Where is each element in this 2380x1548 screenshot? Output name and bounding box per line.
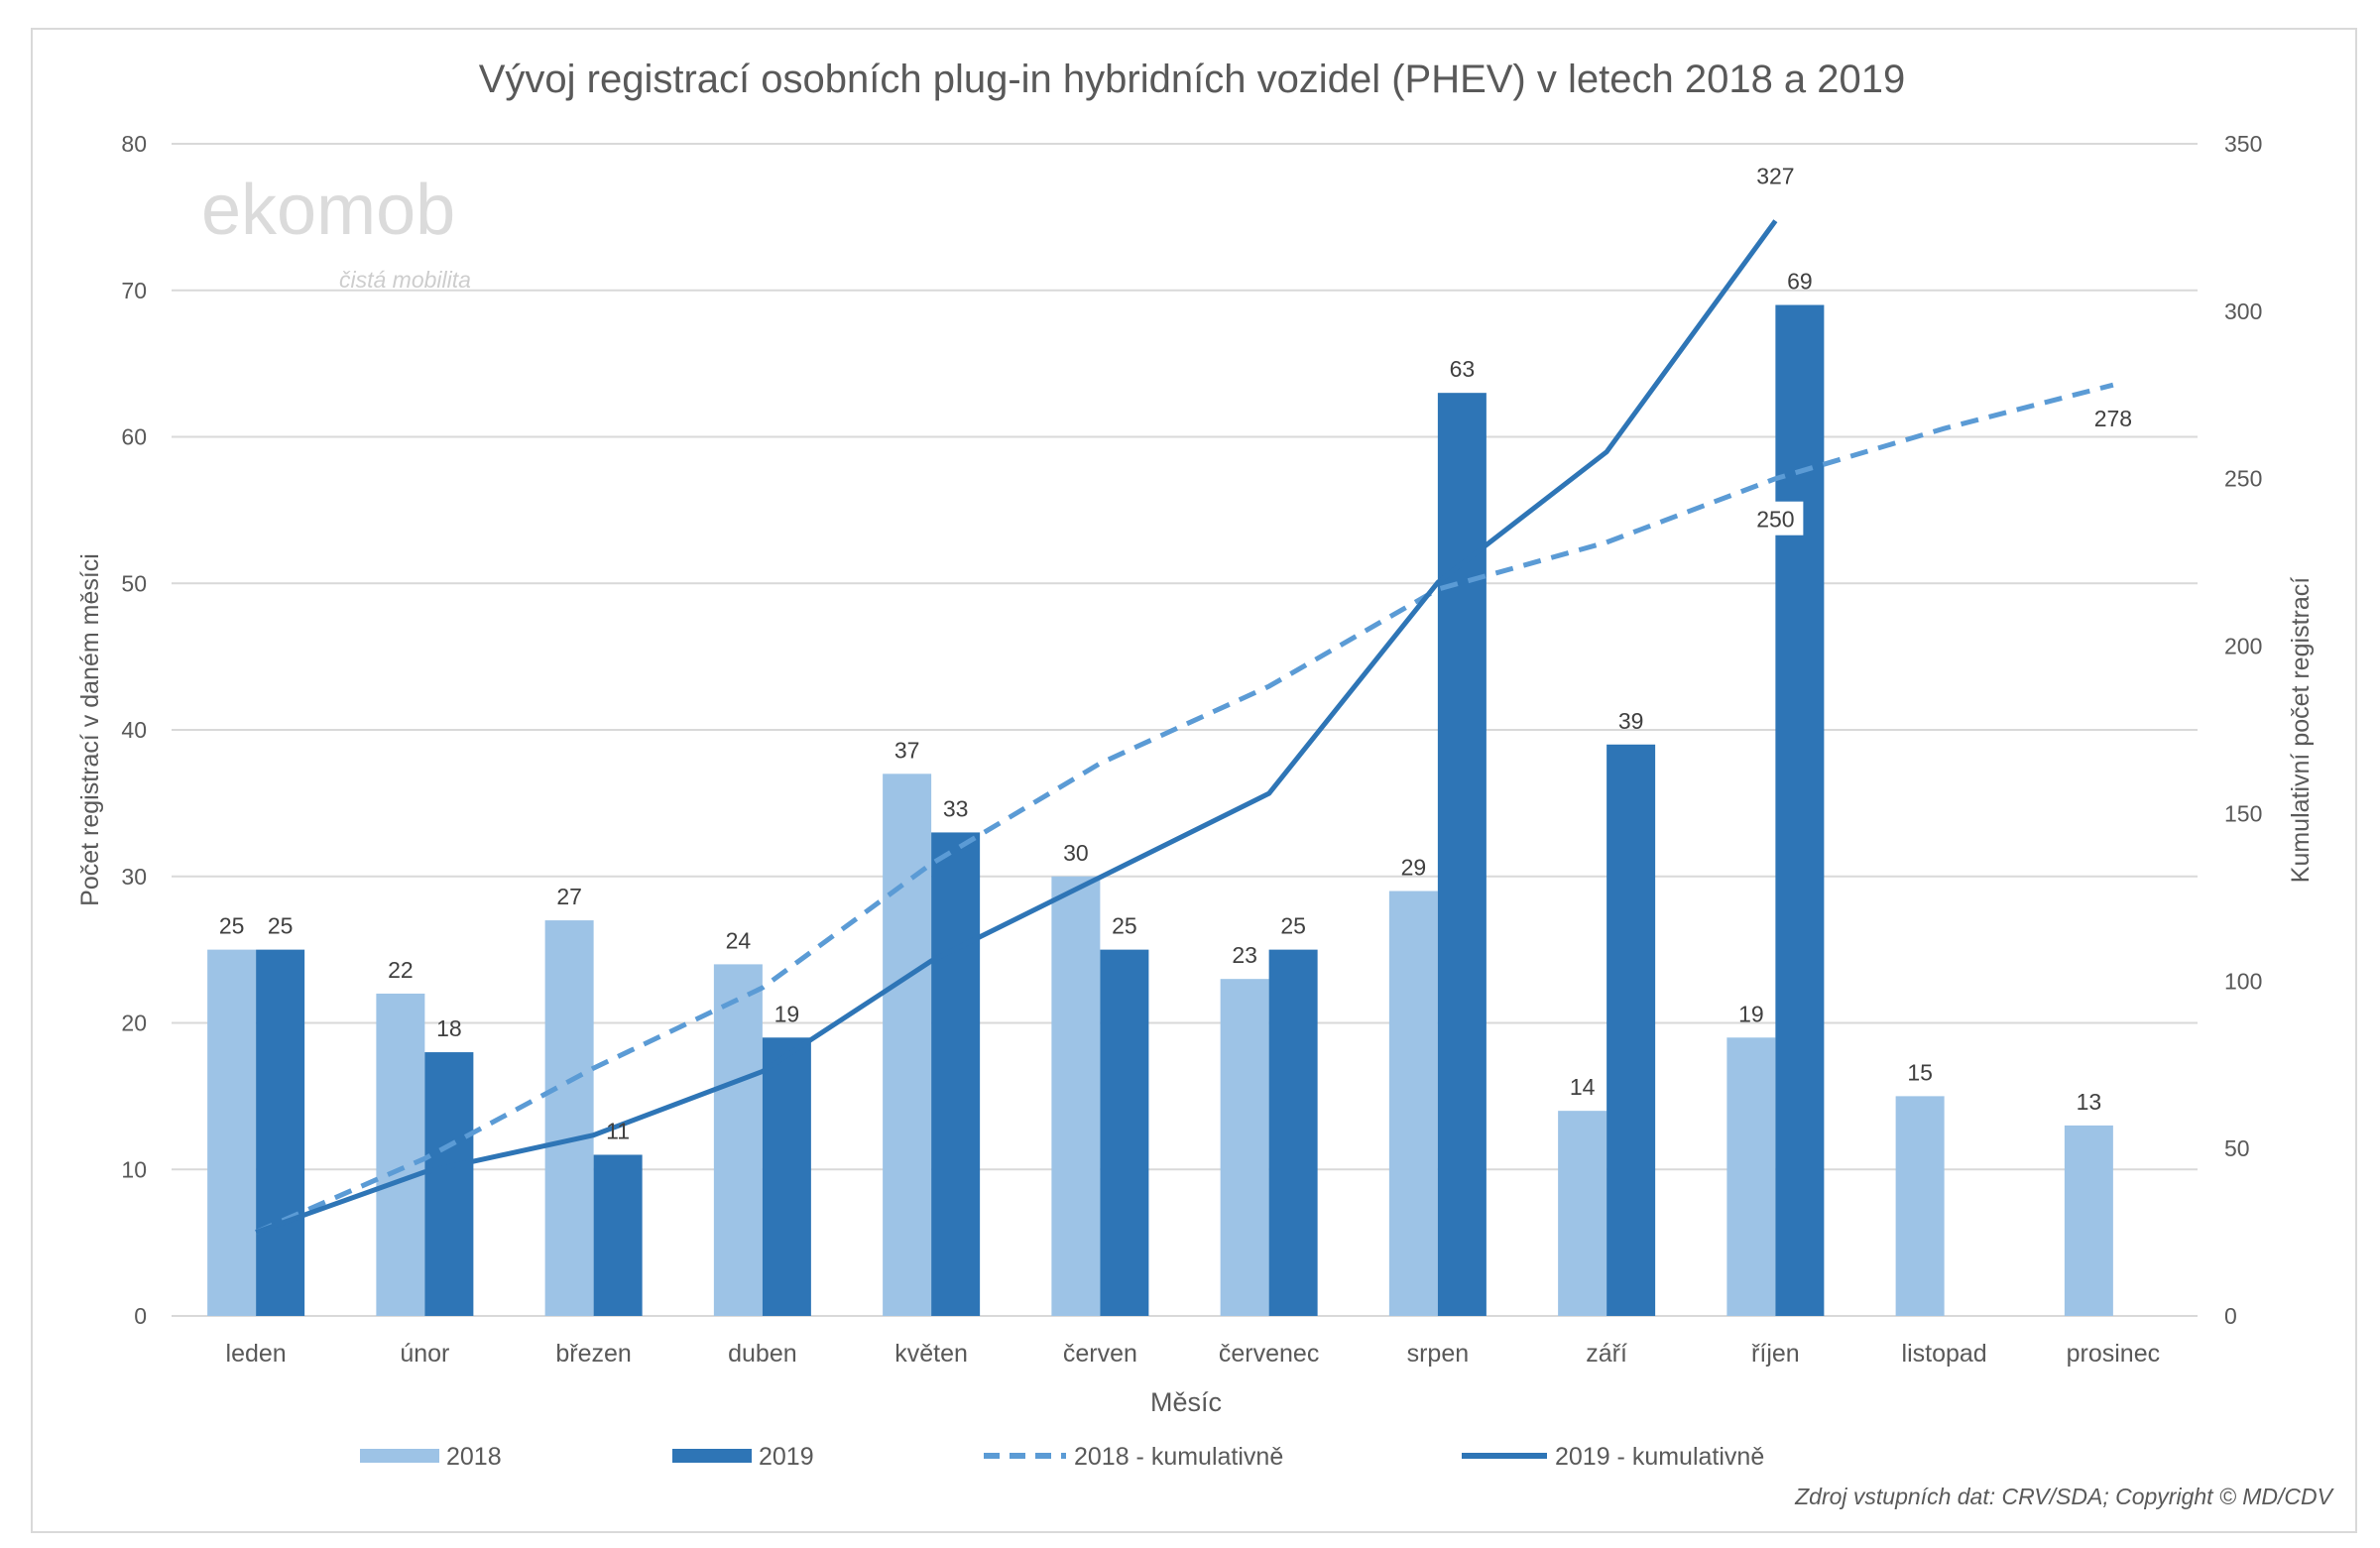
bar-2018 — [1051, 876, 1101, 1316]
y2-tick-label: 50 — [2224, 1135, 2250, 1161]
legend-label-2018-cum: 2018 - kumulativně — [1074, 1443, 1283, 1471]
bar-2019 — [593, 1154, 643, 1316]
bar-data-label: 69 — [1787, 269, 1813, 295]
bar-data-label: 63 — [1450, 356, 1476, 382]
x-tick-label: březen — [555, 1340, 631, 1368]
bar-2018 — [544, 920, 594, 1316]
logo-text: ekomob — [201, 171, 455, 250]
x-tick-label: únor — [400, 1340, 449, 1368]
x-tick-label: květen — [894, 1340, 968, 1368]
y-tick-label: 50 — [121, 570, 147, 596]
legend-label-2019: 2019 — [759, 1443, 814, 1471]
bar-2019 — [1268, 949, 1318, 1316]
x-tick-label: leden — [226, 1340, 287, 1368]
line-2019 - kumulativně — [255, 219, 1778, 1235]
bar-data-label: 11 — [606, 1118, 630, 1143]
x-tick-label: říjen — [1751, 1340, 1800, 1368]
y-tick-label: 40 — [121, 717, 147, 743]
x-tick-label: prosinec — [2067, 1340, 2161, 1368]
bar-2018 — [1895, 1096, 1945, 1316]
bar-data-label: 33 — [943, 795, 969, 821]
legend-label-2019-cum: 2019 - kumulativně — [1555, 1443, 1764, 1471]
y2-axis-title: Kumulativní počet registrací — [2287, 577, 2315, 884]
line-2018 - kumulativně — [255, 382, 2114, 1235]
bar-2018 — [713, 964, 763, 1316]
y-tick-label: 0 — [134, 1303, 147, 1329]
bar-data-label: 18 — [436, 1015, 462, 1041]
bar-data-label: 25 — [1112, 913, 1137, 939]
y-tick-label: 70 — [121, 278, 147, 303]
bar-data-label: 24 — [726, 927, 752, 953]
bar-2019 — [762, 1037, 811, 1316]
bar-2019 — [1437, 393, 1487, 1316]
y-tick-label: 30 — [121, 864, 147, 890]
legend-swatch-2019 — [672, 1449, 752, 1463]
y-tick-label: 20 — [121, 1011, 147, 1036]
bar-data-label: 19 — [774, 1001, 800, 1026]
logo-tagline: čistá mobilita — [339, 267, 471, 293]
x-tick-label: červen — [1063, 1340, 1137, 1368]
bar-2018 — [1558, 1111, 1607, 1316]
data-label-box — [1747, 501, 1804, 536]
bar-data-label: 14 — [1570, 1074, 1596, 1100]
x-tick-label: listopad — [1902, 1340, 1987, 1368]
bar-data-label: 25 — [1280, 913, 1306, 939]
bar-data-label: 23 — [1232, 942, 1257, 968]
x-axis-title: Měsíc — [1150, 1387, 1222, 1417]
y-tick-label: 80 — [121, 131, 147, 157]
bar-data-label: 37 — [894, 737, 920, 763]
bar-2018 — [2064, 1125, 2113, 1316]
y2-tick-label: 200 — [2224, 634, 2262, 659]
logo-watermark: ekomob čistá mobilita — [201, 171, 471, 293]
legend: 2018 2019 2018 - kumulativně 2019 - kumu… — [360, 1443, 1764, 1471]
line-data-label: 327 — [1756, 164, 1794, 189]
bar-2018 — [883, 774, 932, 1316]
y2-tick-label: 300 — [2224, 298, 2262, 324]
y2-tick-label: 150 — [2224, 800, 2262, 826]
chart-frame — [31, 28, 2357, 1533]
bar-2018 — [376, 993, 425, 1316]
bar-2019 — [931, 832, 981, 1316]
bar-2018 — [1388, 891, 1438, 1316]
source-note: Zdroj vstupních dat: CRV/SDA; Copyright … — [1794, 1484, 2335, 1509]
x-tick-label: duben — [728, 1340, 797, 1368]
legend-swatch-2018 — [360, 1449, 439, 1463]
line-data-label: 278 — [2094, 406, 2132, 431]
chart-title: Vývoj registrací osobních plug-in hybrid… — [479, 58, 1906, 101]
bar-data-label: 25 — [268, 913, 294, 939]
y-tick-label: 10 — [121, 1156, 147, 1182]
bar-2018 — [1220, 979, 1269, 1316]
y2-tick-label: 100 — [2224, 968, 2262, 994]
y2-tick-label: 350 — [2224, 131, 2262, 157]
y2-tick-label: 0 — [2224, 1303, 2237, 1329]
bar-data-label: 25 — [219, 913, 245, 939]
bar-2018 — [207, 949, 257, 1316]
bar-2019 — [1606, 744, 1656, 1316]
bar-2019 — [424, 1052, 474, 1316]
bar-data-label: 13 — [2077, 1089, 2102, 1115]
y-tick-label: 60 — [121, 424, 147, 450]
y2-tick-label: 250 — [2224, 466, 2262, 492]
line-data-label: 250 — [1756, 507, 1794, 533]
bar-data-label: 29 — [1401, 855, 1427, 881]
bar-data-label: 30 — [1063, 840, 1089, 866]
bar-2019 — [1100, 949, 1149, 1316]
bar-data-label: 39 — [1618, 708, 1644, 734]
bar-2019 — [1775, 304, 1825, 1316]
bar-data-label: 15 — [1907, 1059, 1933, 1085]
bar-2019 — [256, 949, 305, 1316]
x-tick-label: srpen — [1407, 1340, 1470, 1368]
x-tick-label: září — [1586, 1340, 1627, 1368]
bar-data-label: 22 — [388, 957, 414, 983]
bar-2018 — [1726, 1037, 1776, 1316]
bar-data-label: 27 — [556, 884, 582, 909]
legend-label-2018: 2018 — [446, 1443, 502, 1471]
y-axis-title: Počet registrací v daném měsíci — [76, 553, 104, 906]
x-tick-label: červenec — [1219, 1340, 1319, 1368]
bar-data-label: 19 — [1738, 1001, 1764, 1026]
